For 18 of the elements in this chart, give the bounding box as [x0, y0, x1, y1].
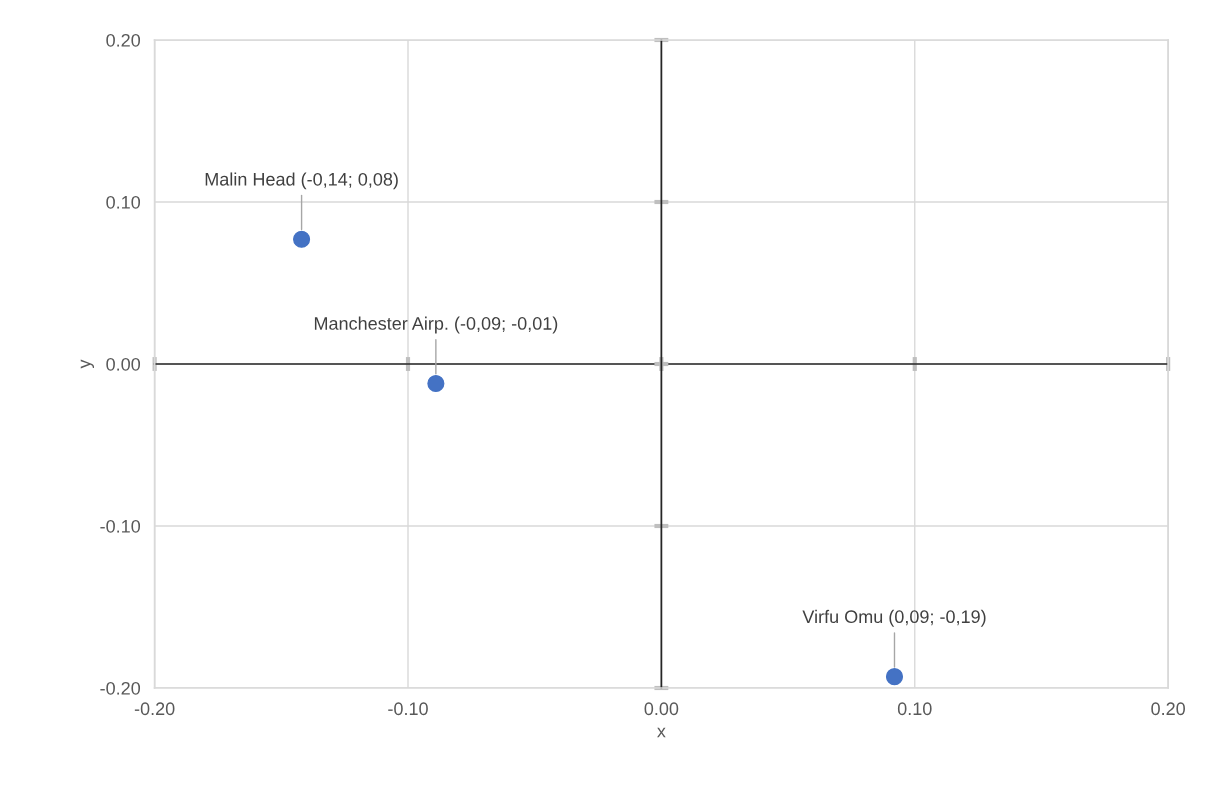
y-tick-label: -0.20 — [100, 681, 141, 695]
y-tick-label: 0.20 — [106, 33, 141, 47]
annotation: Malin Head (-0,14; 0,08) — [205, 172, 398, 190]
point — [293, 230, 311, 248]
point — [427, 374, 445, 392]
x-tick-label: 0.10 — [897, 702, 932, 716]
y-axis-title: y — [80, 359, 95, 369]
x-axis-title: x — [657, 727, 666, 738]
x-tick-label: 0.20 — [1151, 702, 1185, 716]
point — [885, 668, 904, 686]
y-tick-label: 0.10 — [106, 195, 141, 209]
x-tick-label: 0.00 — [644, 702, 679, 716]
y-tick-label: -0.10 — [100, 519, 141, 533]
y-tick-label: 0.00 — [106, 357, 141, 371]
x-tick-label: -0.10 — [388, 702, 428, 716]
x-tick-label: -0.20 — [134, 702, 175, 716]
annotation: Manchester Airp. (-0,09; -0,01) — [314, 316, 558, 334]
annotation: Virfu Omu (0,09; -0,19) — [802, 609, 986, 627]
